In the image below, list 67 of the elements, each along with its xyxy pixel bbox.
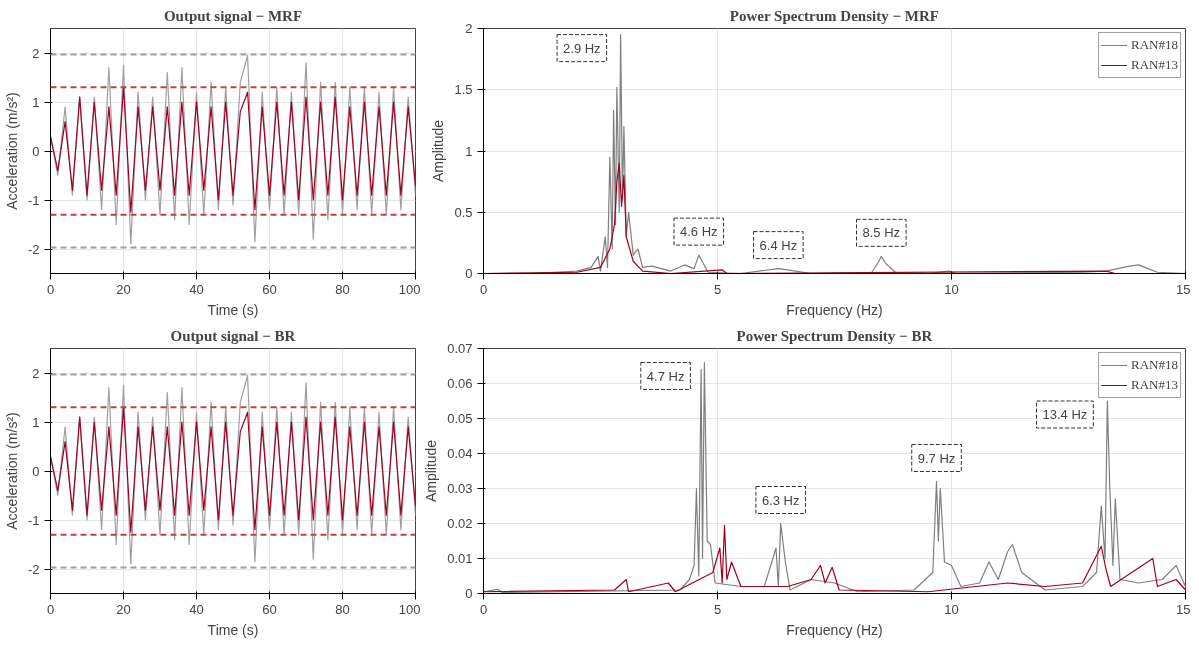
y-tick-label: 0.06 (447, 376, 473, 391)
y-tick-label: 0.07 (447, 341, 473, 356)
chart-title: Power Spectrum Density − BR (736, 327, 933, 344)
y-axis-title: Acceleration (m/s²) (3, 92, 20, 210)
y-tick-label: -2 (27, 241, 40, 257)
y-tick-label: 0 (465, 266, 473, 281)
legend-label: RAN#13 (1131, 57, 1178, 73)
y-tick-label: 0.03 (447, 481, 473, 496)
legend-label: RAN#18 (1131, 357, 1178, 373)
y-tick-label: 1.5 (454, 82, 473, 98)
chart-title: Power Spectrum Density − MRF (729, 7, 939, 24)
x-tick-label: 20 (116, 281, 131, 297)
x-tick-label: 15 (1176, 601, 1191, 617)
y-tick-label: -1 (27, 512, 40, 528)
annotation: 13.4 Hz (1042, 407, 1088, 422)
x-tick-label: 80 (335, 601, 350, 617)
legend-label: RAN#18 (1131, 37, 1178, 53)
x-tick-label: 10 (944, 281, 959, 297)
legend-label: RAN#13 (1131, 377, 1178, 393)
y-tick-label: 2 (32, 45, 40, 61)
y-tick-label: 0.05 (447, 411, 473, 426)
x-tick-label: 5 (713, 281, 722, 297)
x-tick-label: 0 (46, 601, 55, 617)
x-tick-label: 0 (479, 601, 488, 617)
x-tick-label: 5 (713, 601, 722, 617)
x-tick-label: 100 (398, 601, 421, 617)
x-tick-label: 0 (479, 281, 488, 297)
x-tick-label: 40 (189, 601, 204, 617)
y-tick-label: 0.02 (447, 516, 473, 531)
y-tick-label: 1 (32, 94, 40, 110)
x-tick-label: 40 (189, 281, 204, 297)
y-tick-label: 0.01 (447, 551, 473, 566)
x-axis-title: Time (s) (207, 621, 259, 638)
y-tick-label: 0.5 (454, 204, 473, 220)
x-axis-title: Time (s) (207, 301, 259, 318)
x-tick-label: 60 (262, 281, 277, 297)
chart-title: Output signal − MRF (163, 7, 303, 24)
annotation: 2.9 Hz (563, 40, 601, 56)
y-tick-label: 0 (465, 586, 473, 601)
y-tick-label: 0.04 (447, 446, 473, 461)
x-axis-title: Frequency (Hz) (786, 621, 883, 638)
chart-title: Output signal − BR (170, 327, 296, 344)
annotation: 4.7 Hz (646, 368, 685, 384)
y-tick-label: 1 (465, 143, 473, 159)
annotation: 4.6 Hz (679, 224, 718, 240)
y-tick-label: 1 (32, 414, 40, 430)
annotation: 8.5 Hz (862, 225, 901, 241)
x-tick-label: 60 (262, 601, 277, 617)
x-axis-title: Frequency (Hz) (786, 301, 883, 318)
x-tick-label: 20 (116, 601, 131, 617)
annotation: 6.3 Hz (761, 492, 800, 508)
y-tick-label: 0 (32, 143, 40, 159)
y-axis-title: Acceleration (m/s²) (3, 412, 20, 530)
x-tick-label: 80 (335, 281, 350, 297)
y-axis-title: Amplitude (423, 439, 440, 503)
x-tick-label: 10 (944, 601, 959, 617)
x-tick-label: 0 (46, 281, 55, 297)
y-tick-label: 0 (32, 463, 40, 479)
y-tick-label: 2 (465, 21, 473, 36)
y-tick-label: -1 (27, 192, 40, 208)
y-tick-label: -2 (27, 561, 40, 577)
annotation: 9.7 Hz (917, 450, 956, 466)
y-axis-title: Amplitude (430, 119, 447, 183)
x-tick-label: 100 (398, 281, 421, 297)
x-tick-label: 15 (1176, 281, 1191, 297)
annotation: 6.4 Hz (759, 237, 798, 253)
y-tick-label: 2 (32, 365, 40, 381)
